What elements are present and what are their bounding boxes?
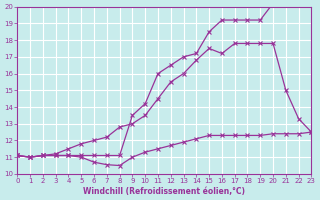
X-axis label: Windchill (Refroidissement éolien,°C): Windchill (Refroidissement éolien,°C)	[84, 187, 245, 196]
